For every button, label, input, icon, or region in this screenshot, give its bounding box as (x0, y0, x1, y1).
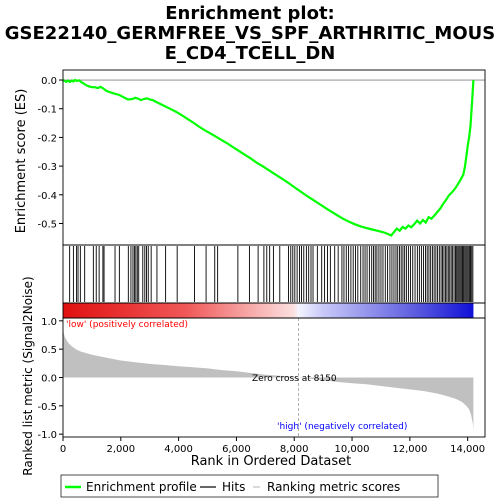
metric-y-tick-label: 0.5 (41, 345, 57, 356)
es-y-tick-label: -0.2 (37, 133, 57, 144)
low-correlation-label: 'low' (positively correlated) (66, 320, 188, 330)
es-y-tick-label: -0.1 (37, 105, 57, 116)
legend-box (60, 474, 439, 498)
x-tick-label: 0 (60, 444, 66, 455)
hits-panel (63, 245, 485, 303)
x-axis-label: Rank in Ordered Dataset (191, 454, 352, 469)
x-tick-label: 12,000 (392, 444, 427, 455)
es-y-tick-label: -0.3 (37, 162, 57, 173)
metric-y-tick-label: 1.0 (41, 317, 57, 328)
x-tick-label: 2,000 (106, 444, 135, 455)
enrichment-profile-line (62, 78, 475, 237)
enrichment-score-panel: 0.0 -0.1 -0.2 -0.3 -0.4 -0.5 (37, 70, 485, 245)
rank-color-bar (63, 303, 474, 318)
x-tick-label: 10,000 (335, 444, 370, 455)
x-tick-label: 4,000 (164, 444, 193, 455)
metric-y-tick-label: 0.0 (41, 374, 57, 385)
es-y-tick-label: -0.5 (37, 219, 57, 230)
es-plot-area (63, 70, 485, 245)
panel-frame (62, 317, 486, 438)
x-tick-label: 8,000 (280, 444, 309, 455)
metric-axis-label: Ranked list metric (Signal2Noise) (21, 276, 35, 475)
chart-title-line-3: E_CD4_TCELL_DN (165, 43, 336, 64)
es-y-tick-label: -0.4 (37, 191, 57, 202)
legend-label-enrichment: Enrichment profile (86, 480, 197, 494)
zero-cross-label: Zero cross at 8150 (252, 374, 337, 384)
ranking-metric-panel: 1.0 0.5 0.0 -0.5 -1.0 (37, 317, 474, 441)
metric-y-tick-label: -0.5 (37, 402, 57, 413)
x-tick-label: 6,000 (222, 444, 251, 455)
chart-title-line-2: GSE22140_GERMFREE_VS_SPF_ARTHRITIC_MOUS (5, 23, 495, 44)
x-tick-label: 14,000 (450, 444, 485, 455)
high-correlation-label: 'high' (negatively correlated) (277, 422, 407, 432)
x-axis: 0 2,000 4,000 6,000 8,000 10,000 12,000 14,000 (60, 437, 485, 455)
metric-y-tick-label: -1.0 (37, 430, 57, 441)
chart-title-line-1: Enrichment plot: (165, 3, 335, 24)
legend-label-metric: Ranking metric scores (267, 480, 400, 494)
rank-color-gradient (63, 303, 474, 318)
ranking-metric-area (63, 322, 474, 432)
legend: Enrichment profile Hits Ranking metric s… (60, 474, 439, 498)
es-y-tick-label: 0.0 (41, 76, 57, 87)
es-axis-label: Enrichment score (ES) (14, 89, 29, 234)
legend-label-hits: Hits (222, 480, 245, 494)
